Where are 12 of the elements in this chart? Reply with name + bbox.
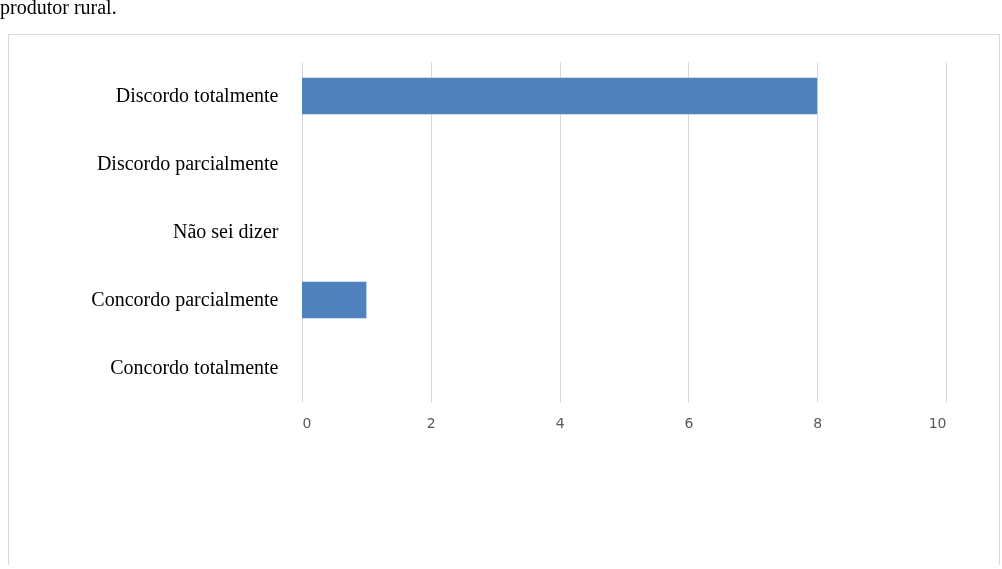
y-tick-label: Discordo totalmente — [115, 84, 279, 106]
x-tick-label: 8 — [813, 414, 823, 431]
y-tick-label: Concordo totalmente — [110, 356, 279, 378]
y-tick-label: Discordo parcialmente — [96, 152, 279, 175]
x-tick-label: 10 — [928, 414, 947, 431]
x-tick-label: 4 — [555, 414, 565, 431]
text: produtor rural. — [0, 0, 117, 19]
x-tick-label: 0 — [302, 414, 312, 431]
y-tick-label: Não sei dizer — [172, 220, 279, 242]
x-tick-label: 2 — [426, 414, 436, 431]
x-tick-label: 6 — [684, 414, 694, 431]
y-tick-label: Concordo parcialmente — [91, 288, 279, 311]
